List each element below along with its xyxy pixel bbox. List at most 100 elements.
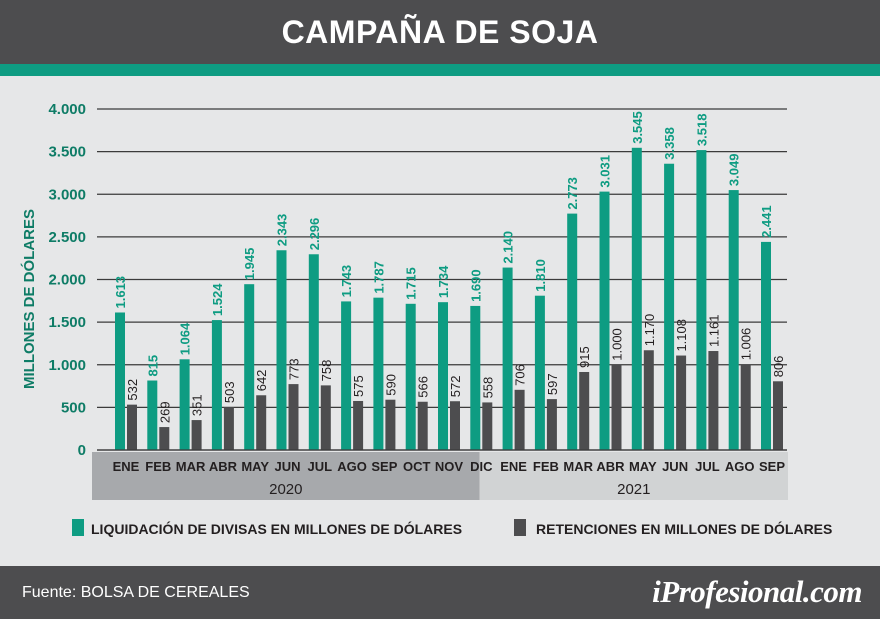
bar-liquidacion	[761, 241, 771, 450]
bar-retenciones	[288, 384, 299, 450]
accent-band	[0, 64, 880, 76]
bar-retenciones	[579, 371, 590, 450]
data-label-liquidacion: 2.441	[759, 205, 774, 238]
data-label-liquidacion: 1.787	[371, 261, 386, 294]
legend-label-retenciones: RETENCIONES EN MILLONES DE DÓLARES	[536, 520, 832, 537]
legend-swatch-liquidacion	[72, 519, 84, 536]
chart-title: CAMPAÑA DE SOJA	[281, 13, 599, 50]
x-tick-label: JUL	[308, 459, 333, 474]
bar-retenciones	[353, 400, 364, 450]
year-label: 2020	[269, 481, 302, 498]
y-axis-title: MILLONES DE DÓLARES	[20, 209, 38, 389]
data-label-retenciones: 758	[319, 360, 334, 382]
data-label-retenciones: 706	[513, 364, 528, 386]
x-tick-label: JUL	[695, 459, 720, 474]
y-tick-label: 2.500	[48, 229, 86, 246]
bar-liquidacion	[115, 312, 125, 450]
bar-retenciones	[482, 402, 493, 450]
y-tick-label: 0	[78, 442, 86, 459]
data-label-retenciones: 1.170	[642, 314, 657, 347]
x-tick-label: MAY	[241, 459, 269, 474]
bar-liquidacion	[567, 213, 578, 450]
x-tick-label: JUN	[662, 459, 688, 474]
data-label-retenciones: 575	[351, 375, 366, 397]
source-text: Fuente: BOLSA DE CEREALES	[22, 584, 250, 601]
y-tick-label: 1.000	[48, 357, 86, 374]
x-tick-label: ENE	[113, 459, 140, 474]
bar-liquidacion	[308, 254, 319, 450]
legend-swatch-retenciones	[514, 519, 526, 536]
x-tick-label: MAR	[563, 459, 593, 474]
y-tick-label: 1.500	[48, 314, 86, 331]
data-label-liquidacion: 2.140	[501, 231, 516, 264]
x-tick-label: SEP	[759, 459, 785, 474]
bar-retenciones	[223, 407, 234, 450]
bar-retenciones	[450, 401, 460, 450]
data-label-retenciones: 773	[287, 358, 302, 380]
bar-liquidacion	[470, 305, 481, 450]
soja-bar-chart: 0 500 1.000 1.500 2.000 2.500 3.000 3.500 4.000 M…	[20, 101, 832, 537]
x-tick-label: AGO	[725, 459, 755, 474]
data-label-liquidacion: 1.945	[242, 248, 257, 281]
bar-liquidacion	[147, 380, 158, 450]
bar-liquidacion	[179, 359, 190, 450]
x-tick-label: OCT	[403, 459, 431, 474]
bar-retenciones	[320, 385, 331, 450]
bar-liquidacion	[405, 303, 416, 450]
data-label-retenciones: 558	[480, 377, 495, 399]
data-label-liquidacion: 3.518	[694, 114, 709, 147]
bar-retenciones	[676, 355, 687, 450]
x-tick-label: DIC	[470, 459, 493, 474]
data-label-retenciones: 597	[545, 373, 560, 395]
x-tick-label: MAR	[176, 459, 206, 474]
data-label-retenciones: 532	[125, 379, 140, 401]
x-tick-label: NOV	[435, 459, 464, 474]
bar-retenciones	[256, 395, 267, 450]
legend-label-liquidacion: LIQUIDACIÓN DE DIVISAS EN MILLONES DE DÓ…	[91, 520, 462, 537]
data-label-liquidacion: 2.773	[565, 177, 580, 210]
bar-liquidacion	[696, 150, 707, 450]
year-band	[479, 452, 788, 500]
bar-liquidacion	[244, 284, 255, 450]
y-tick-label: 500	[61, 399, 86, 416]
bar-liquidacion	[664, 163, 675, 450]
bar-liquidacion	[599, 191, 610, 450]
data-label-retenciones: 1.108	[674, 319, 689, 352]
footer-bar: Fuente: BOLSA DE CEREALES iProfesional.c…	[0, 566, 880, 619]
bar-retenciones	[127, 404, 137, 450]
header-bar: CAMPAÑA DE SOJA	[0, 0, 880, 64]
bar-retenciones	[514, 389, 525, 450]
data-label-liquidacion: 1.743	[339, 265, 354, 298]
data-label-retenciones: 1.161	[706, 314, 721, 347]
x-tick-label: AGO	[337, 459, 367, 474]
bar-liquidacion	[438, 302, 448, 450]
bar-liquidacion	[502, 267, 513, 450]
x-tick-label: SEP	[371, 459, 397, 474]
bar-retenciones	[385, 399, 396, 450]
data-label-liquidacion: 1.613	[113, 276, 128, 309]
data-label-retenciones: 590	[383, 374, 398, 396]
data-label-retenciones: 806	[771, 356, 786, 378]
bar-liquidacion	[341, 301, 352, 450]
year-band	[92, 452, 480, 500]
data-label-liquidacion: 3.545	[630, 111, 645, 144]
bar-retenciones	[773, 381, 783, 450]
data-label-liquidacion: 3.358	[662, 127, 677, 160]
data-label-retenciones: 1.000	[610, 328, 625, 361]
data-label-liquidacion: 3.049	[727, 154, 742, 187]
x-tick-label: ABR	[596, 459, 625, 474]
bar-liquidacion	[276, 250, 287, 450]
x-tick-label: FEB	[533, 459, 559, 474]
data-label-liquidacion: 3.031	[598, 155, 613, 188]
data-label-liquidacion: 1.734	[436, 265, 451, 298]
y-tick-label: 3.000	[48, 186, 86, 203]
data-label-liquidacion: 1.690	[468, 269, 483, 302]
year-label: 2021	[617, 481, 650, 498]
x-tick-label: ABR	[209, 459, 238, 474]
bar-retenciones	[740, 364, 751, 450]
y-tick-label: 2.000	[48, 272, 86, 289]
x-tick-label: ENE	[500, 459, 527, 474]
data-label-liquidacion: 1.810	[533, 259, 548, 292]
x-tick-label: MAY	[629, 459, 657, 474]
bar-liquidacion	[373, 297, 384, 450]
